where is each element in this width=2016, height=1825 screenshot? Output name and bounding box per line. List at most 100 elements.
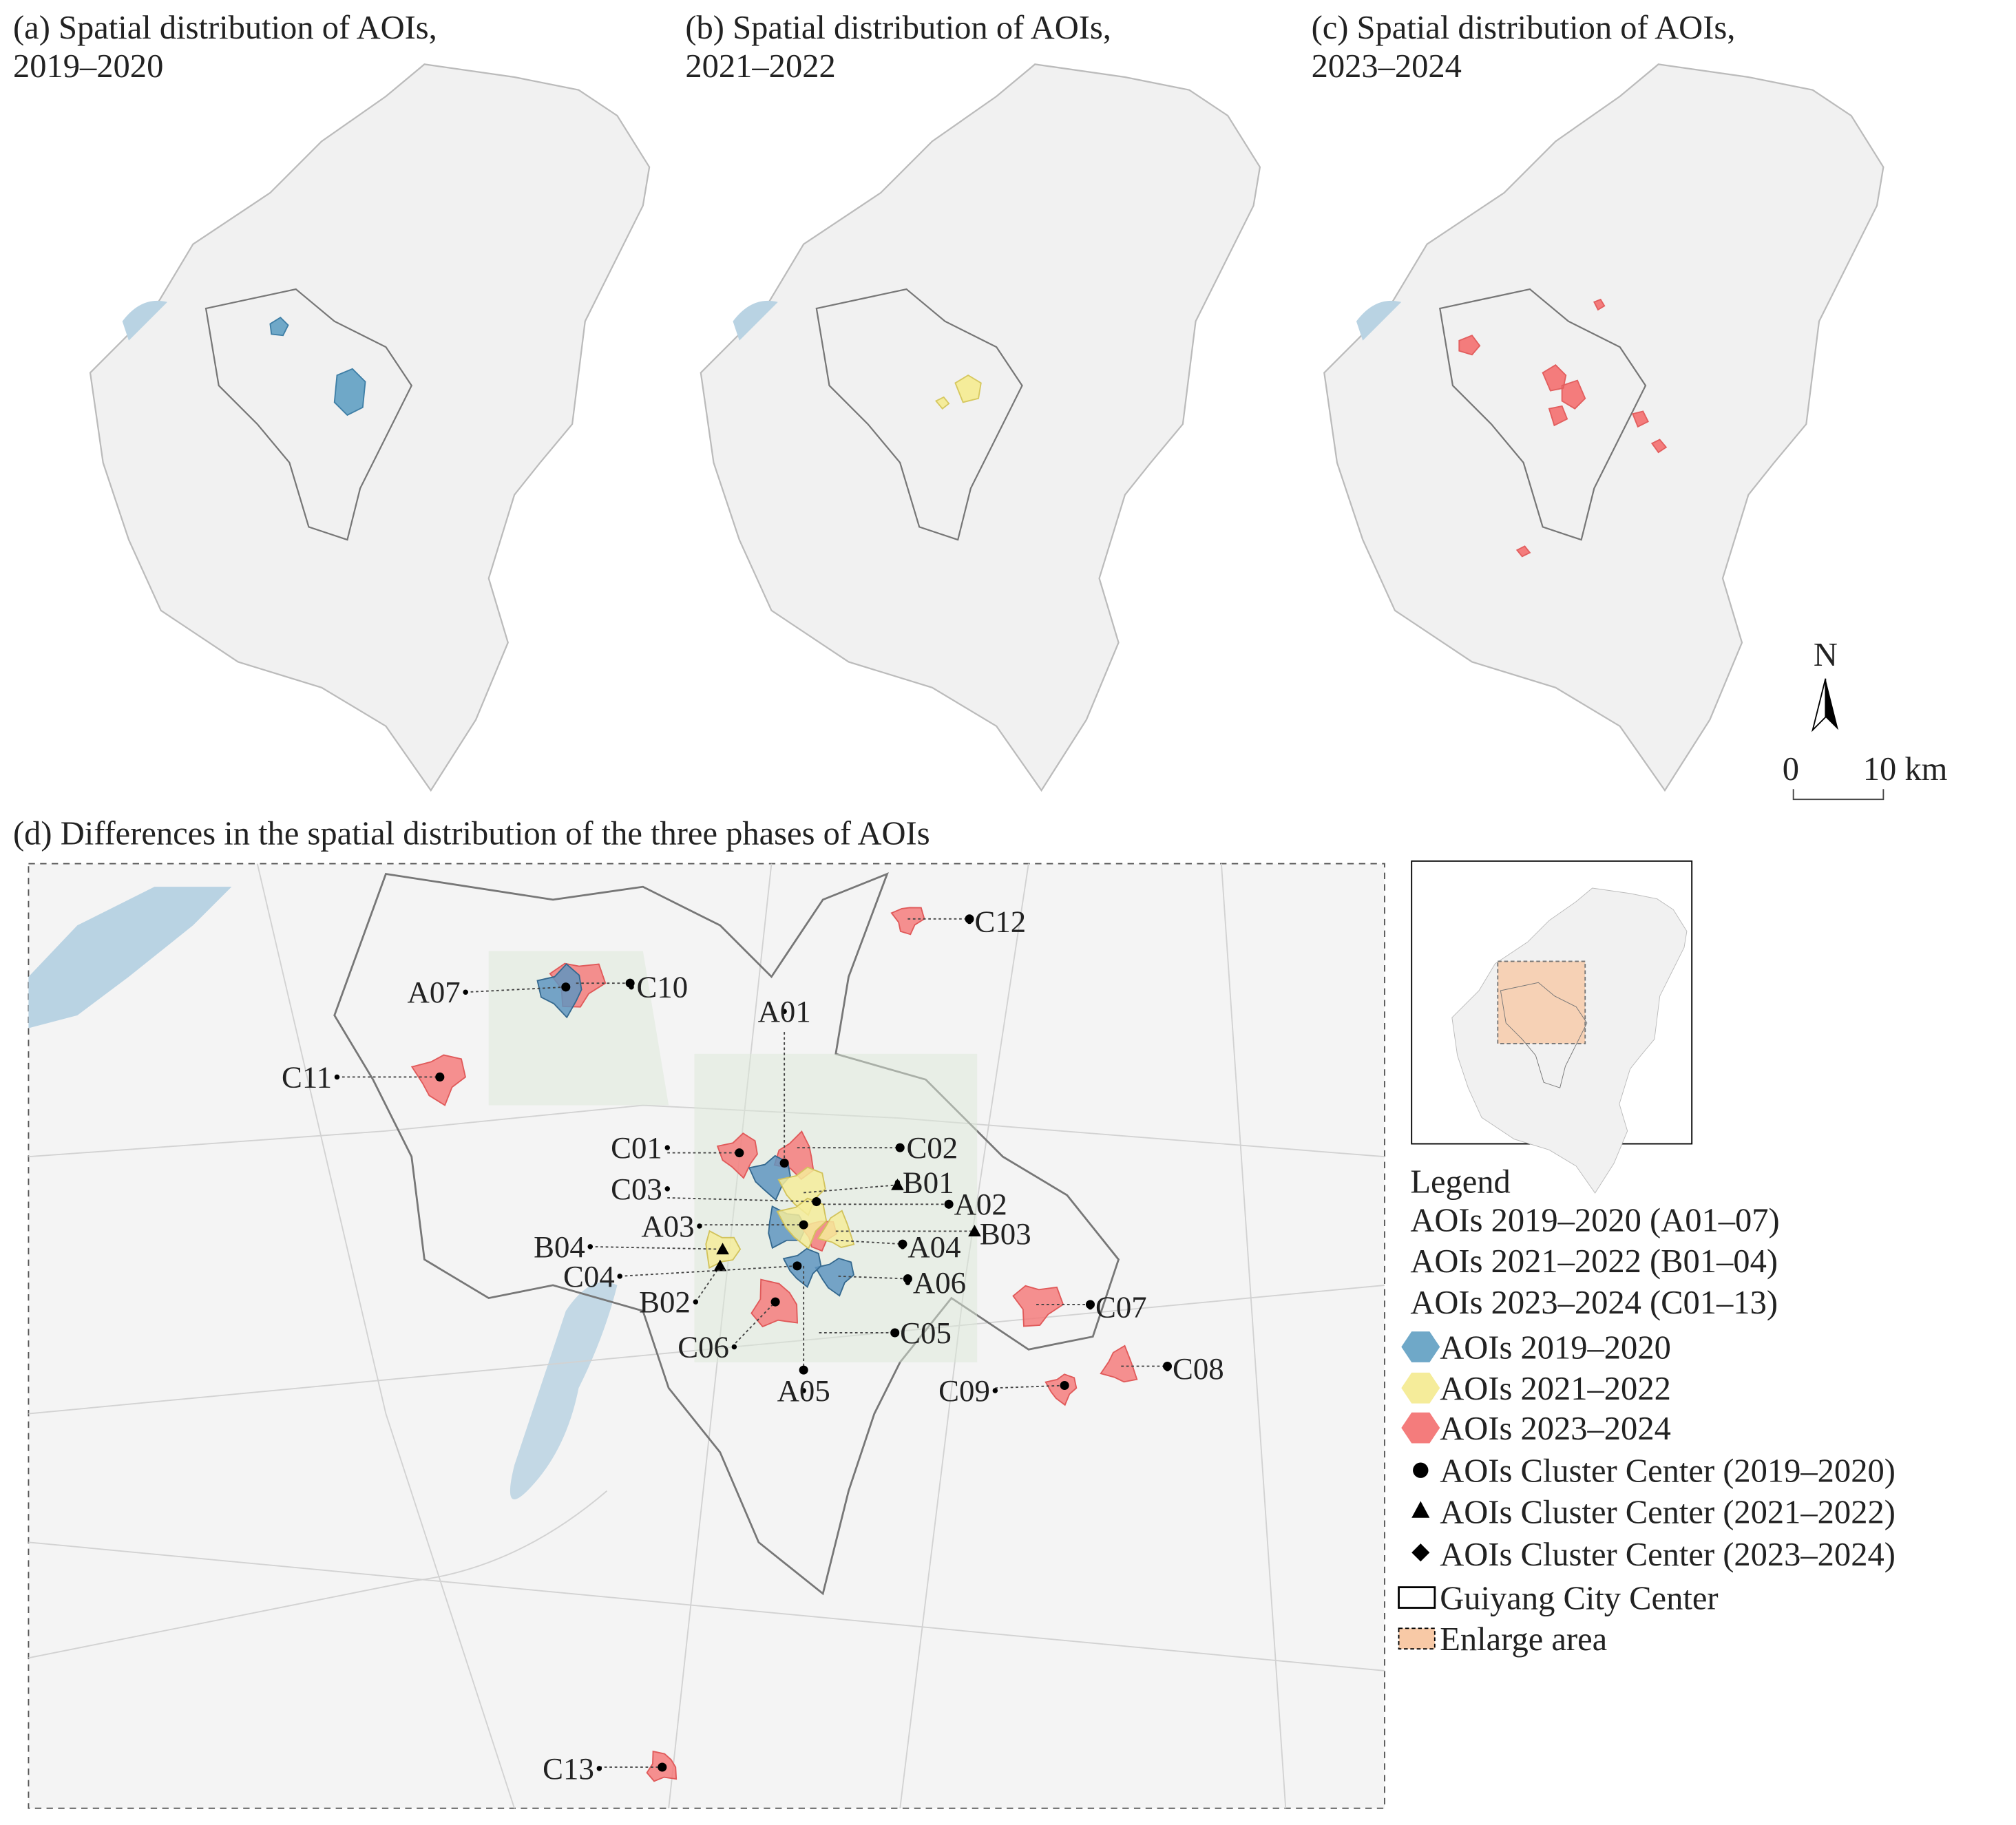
label-dot	[664, 1145, 671, 1150]
aoi-label: C03	[611, 1172, 662, 1206]
cluster-center	[968, 1225, 981, 1236]
label-dot	[731, 1344, 737, 1350]
aoi-area	[1012, 1285, 1064, 1327]
aoi-area	[815, 1257, 855, 1297]
panel-title: (c) Spatial distribution of AOIs,	[1312, 10, 1736, 46]
north-arrow	[1811, 678, 1827, 732]
panel-subtitle: 2019–2020	[13, 48, 163, 85]
aoi-label: C08	[1173, 1351, 1224, 1386]
legend-item: AOIs Cluster Center (2019–2020)	[1440, 1453, 1896, 1490]
aoi-label: C05	[900, 1316, 952, 1350]
panel-subtitle: 2021–2022	[685, 48, 835, 85]
legend-symbol	[1401, 1412, 1440, 1444]
cluster-center	[903, 1274, 912, 1284]
legend-symbol	[1411, 1543, 1430, 1562]
cluster-center	[812, 1197, 821, 1207]
label-dot	[967, 918, 972, 925]
leader-line	[735, 1301, 776, 1344]
legend-title: Legend	[1410, 1163, 1510, 1200]
label-dot	[334, 1074, 340, 1080]
label-dot	[894, 1179, 901, 1185]
aoi-area	[748, 1154, 791, 1201]
scale-start: 0	[1783, 751, 1799, 788]
panel-title: (b) Spatial distribution of AOIs,	[685, 10, 1111, 46]
cluster-center	[735, 1148, 744, 1158]
map-b	[700, 63, 1261, 792]
panel-subtitle: 2023–2024	[1312, 48, 1462, 85]
label-dot	[905, 1280, 911, 1285]
aoi-label: C13	[543, 1751, 594, 1786]
aoi-label: C07	[1095, 1290, 1147, 1325]
cluster-center	[561, 982, 571, 992]
leader-line	[465, 986, 566, 993]
aoi-label: A04	[907, 1230, 960, 1264]
map-c	[1323, 63, 1884, 792]
label-dot	[900, 1244, 905, 1249]
legend-line: AOIs 2019–2020 (A01–07)	[1410, 1202, 1779, 1238]
legend-item: AOIs 2019–2020	[1440, 1329, 1671, 1366]
cluster-center	[792, 1261, 802, 1271]
legend-line: AOIs 2023–2024 (C01–13)	[1410, 1285, 1778, 1321]
aoi-label: B01	[903, 1165, 954, 1199]
legend-symbol	[1398, 1586, 1436, 1609]
aoi-label: B02	[639, 1285, 691, 1319]
label-dot	[697, 1223, 702, 1229]
leader-line	[695, 1265, 721, 1302]
label-layer: A01 A02 A03 A04 A05 A06 A07 B01 B02 B03 B04 C01 C02 C…	[282, 905, 1224, 1786]
legend: Legend AOIs 2019–2020 (A01–07) AOIs 2021…	[1398, 1163, 1896, 1658]
label-dot	[693, 1299, 699, 1305]
map-a	[89, 63, 651, 792]
aoi-label: C12	[974, 905, 1026, 939]
north-arrow	[1825, 678, 1839, 730]
label-dot	[587, 1244, 593, 1249]
leader-line	[804, 1184, 898, 1194]
label-dot	[946, 1201, 952, 1207]
label-dot	[1087, 1304, 1093, 1310]
aoi-label: C11	[282, 1059, 332, 1094]
label-dot	[992, 1388, 998, 1393]
legend-symbol	[1413, 1462, 1429, 1478]
label-dot	[617, 1274, 622, 1279]
legend-item: Enlarge area	[1440, 1621, 1607, 1658]
aoi-area	[1100, 1344, 1138, 1383]
legend-symbol	[1401, 1331, 1440, 1362]
cluster-center	[716, 1243, 729, 1255]
label-dot	[463, 989, 468, 995]
aoi-label: A07	[408, 975, 461, 1009]
aoi-label: A06	[913, 1265, 966, 1300]
aoi-label: B03	[980, 1216, 1031, 1251]
legend-symbol	[1411, 1501, 1430, 1518]
legend-symbol	[1401, 1372, 1440, 1404]
label-dot	[899, 1145, 904, 1150]
label-dot	[1164, 1366, 1170, 1371]
aoi-label: A03	[641, 1209, 694, 1243]
leader-line	[838, 1275, 908, 1280]
legend-item: Guiyang City Center	[1440, 1580, 1718, 1616]
aoi-area	[782, 1247, 822, 1289]
leader-line	[620, 1265, 797, 1277]
cluster-center	[770, 1297, 780, 1307]
cluster-center	[713, 1259, 727, 1272]
cluster-center	[435, 1072, 445, 1082]
label-dot	[781, 1009, 787, 1014]
legend-item: AOIs Cluster Center (2021–2022)	[1440, 1494, 1896, 1530]
legend-symbol	[1398, 1627, 1436, 1650]
cluster-center	[799, 1220, 808, 1230]
cluster-center	[658, 1762, 667, 1772]
leader-line	[667, 1197, 817, 1203]
scale-bar	[1792, 789, 1884, 801]
legend-line: AOIs 2021–2022 (B01–04)	[1410, 1243, 1778, 1280]
label-dot	[801, 1388, 806, 1393]
aoi-area	[817, 1210, 855, 1249]
aoi-label: B04	[534, 1230, 585, 1264]
aoi-label: C01	[611, 1130, 662, 1165]
leader-line	[995, 1384, 1065, 1389]
label-dot	[972, 1231, 978, 1236]
label-dot	[629, 984, 634, 990]
legend-item: AOIs Cluster Center (2023–2024)	[1440, 1537, 1896, 1573]
cluster-center	[799, 1365, 808, 1375]
cluster-center	[779, 1159, 789, 1168]
leader-line	[590, 1245, 723, 1250]
aoi-label: C04	[563, 1259, 615, 1294]
